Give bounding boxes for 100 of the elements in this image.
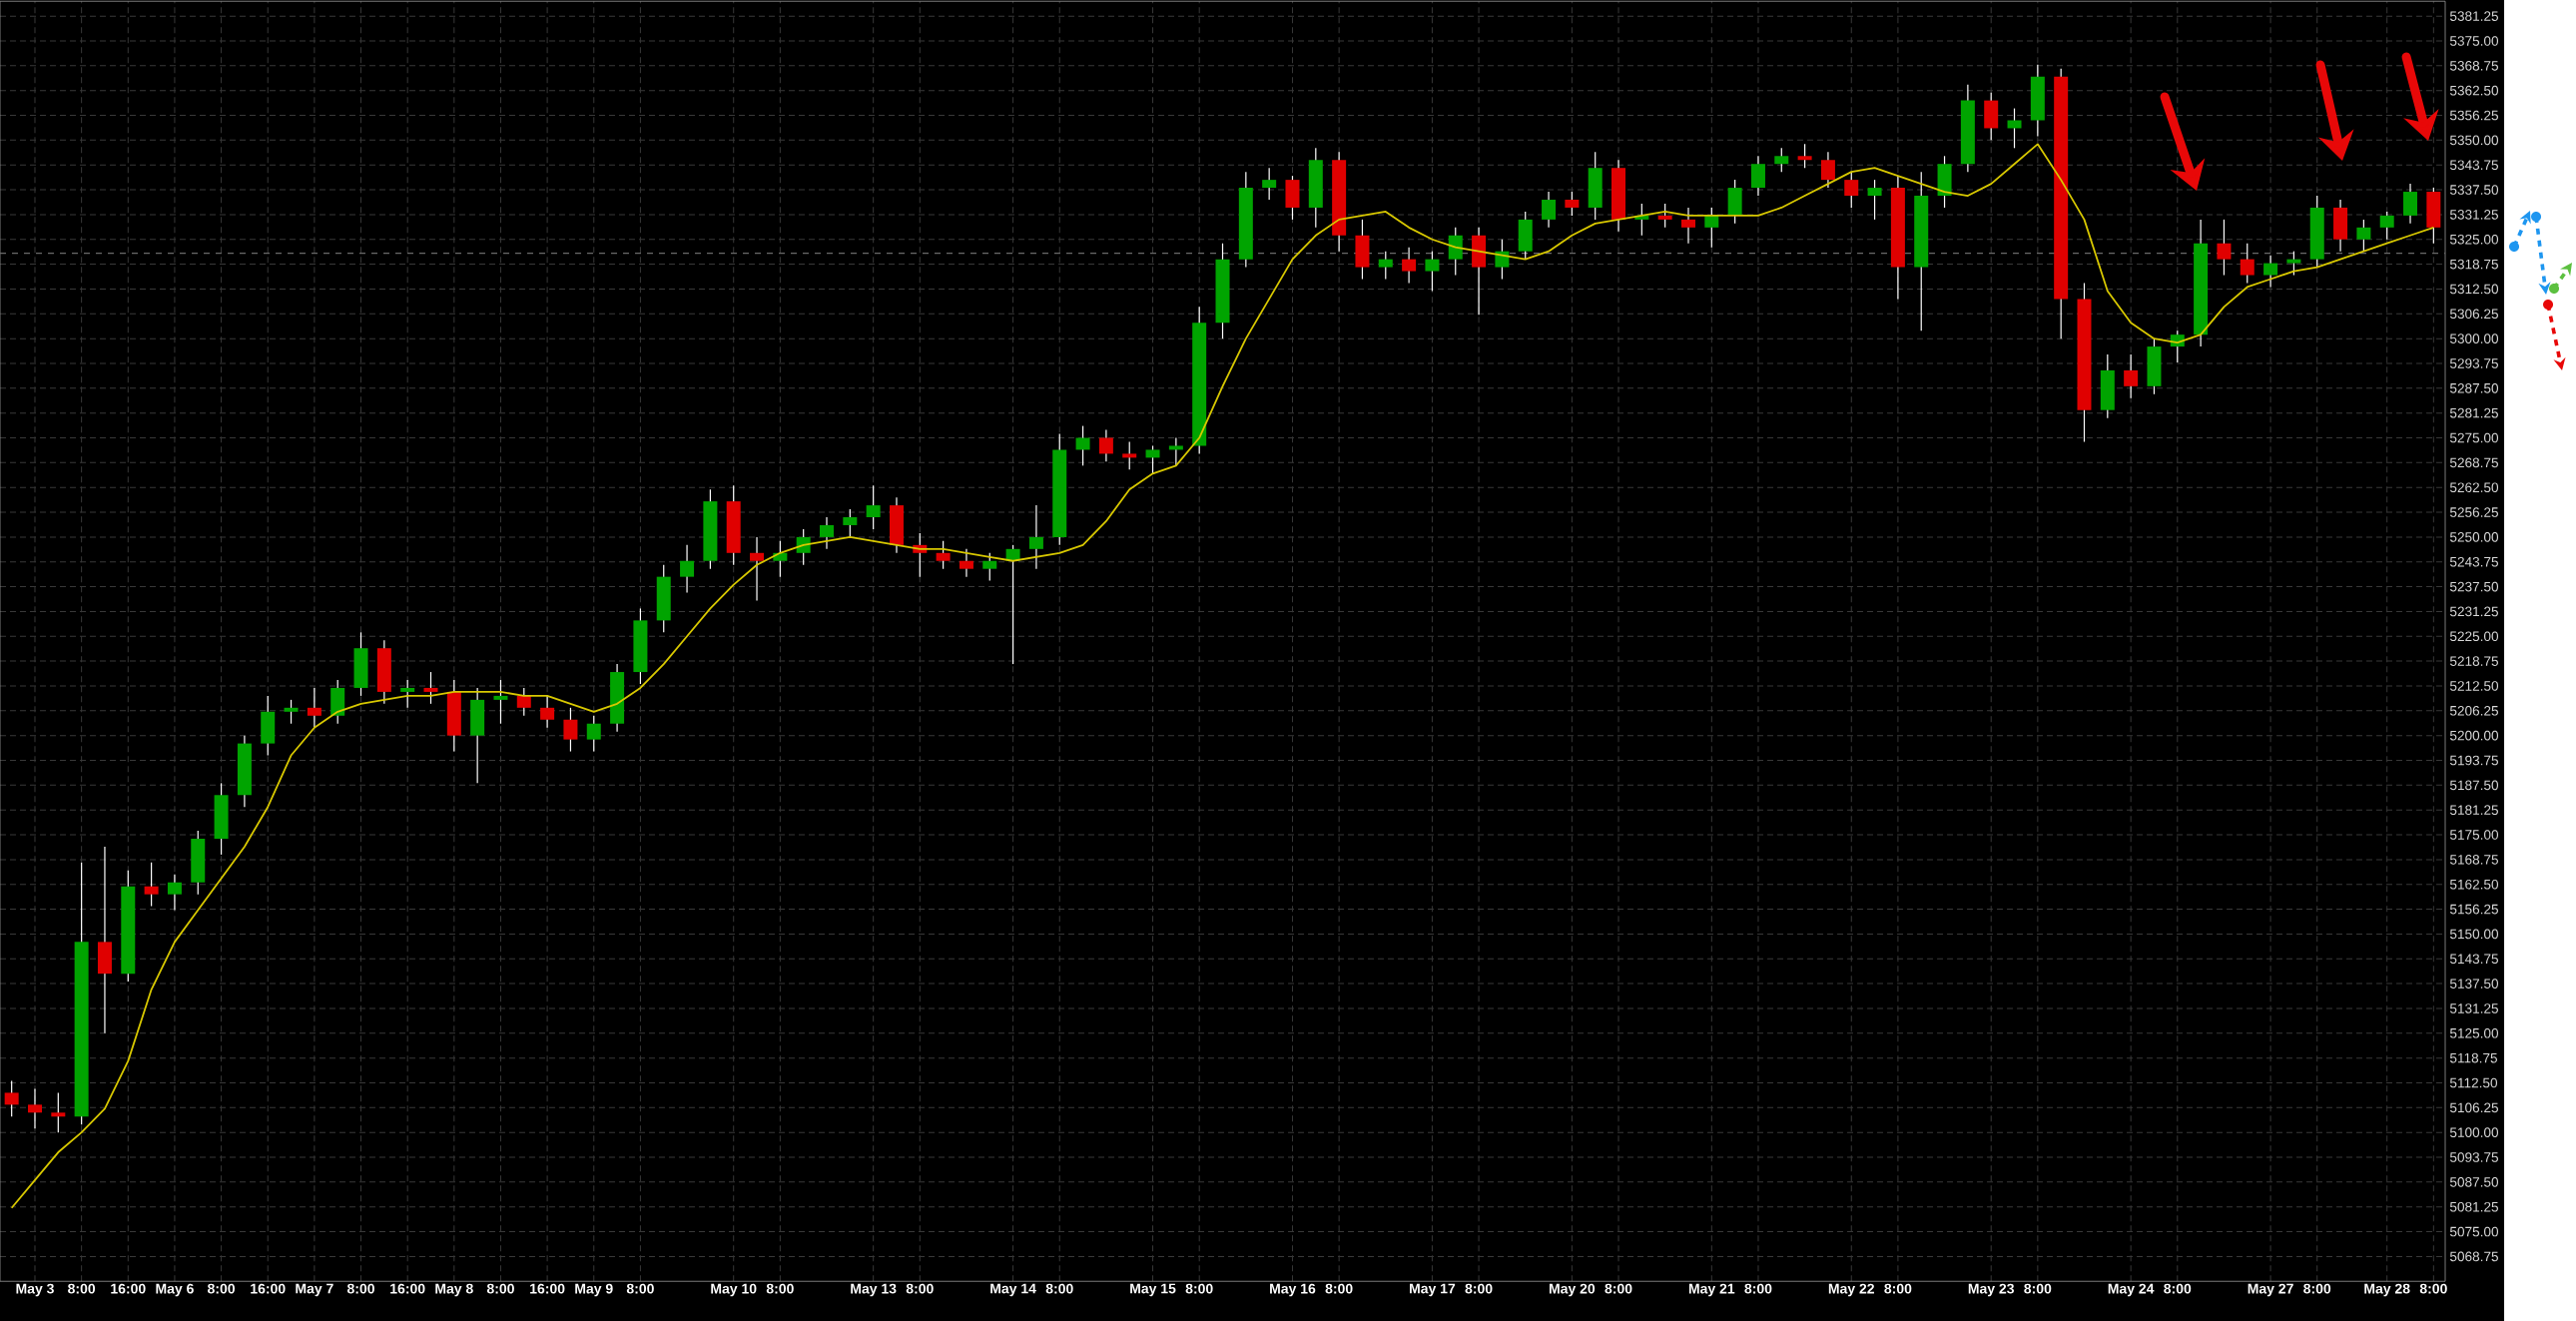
candlestick [493,679,508,725]
y-tick-label: 5262.50 [2449,482,2499,493]
y-tick-label: 5218.75 [2449,656,2498,666]
x-tick-label: May 27 [2248,1283,2293,1297]
candlestick [1098,428,1113,462]
candlestick [2403,183,2418,225]
x-tick-label: May 7 [296,1283,333,1297]
y-tick-label: 5118.75 [2449,1052,2497,1063]
x-tick-label: 8:00 [1465,1283,1493,1294]
x-tick-label: 8:00 [486,1283,514,1294]
candlestick [1680,207,1695,245]
candlestick [1657,203,1672,229]
candlestick [820,516,834,550]
y-tick-label: 5343.75 [2449,160,2498,171]
x-tick-label: May 9 [575,1283,613,1297]
y-tick-label: 5231.25 [2449,606,2498,617]
x-tick-label: May 16 [1270,1283,1316,1297]
x-tick-label: May 21 [1688,1283,1735,1297]
x-tick-label: May 22 [1828,1283,1875,1297]
y-tick-label: 5112.50 [2449,1077,2498,1088]
candlestick [563,707,578,753]
candlestick [400,679,415,709]
x-tick-label: 8:00 [906,1283,934,1294]
x-tick-label: 8:00 [766,1283,794,1294]
candlestick [167,874,182,912]
y-tick-label: 5175.00 [2449,830,2499,840]
y-tick-label: 5362.50 [2449,85,2499,96]
candlestick [51,1091,66,1133]
x-tick-label: May 28 [2364,1283,2410,1297]
candlestick [1425,251,1440,293]
x-tick-label: May 24 [2108,1283,2155,1297]
y-tick-label: 5337.50 [2449,185,2499,195]
candlestick [843,508,858,538]
y-tick-label: 5075.00 [2449,1226,2499,1237]
y-tick-label: 5250.00 [2449,532,2499,542]
x-tick-label: 16:00 [390,1283,425,1294]
candlestick [2356,219,2371,253]
y-tick-label: 5225.00 [2449,631,2499,642]
candlestick [1867,179,1882,221]
y-tick-label: 5150.00 [2449,929,2499,940]
candlestick [2217,219,2232,277]
candlestick [27,1087,42,1129]
x-tick-label: 8:00 [2024,1283,2052,1294]
y-tick-label: 5162.50 [2449,879,2499,890]
candlestick [1402,247,1417,285]
y-tick-label: 5237.50 [2449,581,2499,592]
y-tick-label: 5268.75 [2449,457,2498,468]
y-tick-label: 5331.25 [2449,210,2498,220]
y-tick-label: 5306.25 [2449,309,2498,320]
y-tick-label: 5193.75 [2449,755,2498,766]
x-tick-label: 16:00 [111,1283,146,1294]
candlestick [1542,191,1557,229]
x-tick-label: May 6 [156,1283,194,1297]
candlestick [1704,207,1719,249]
y-tick-label: 5137.50 [2449,979,2499,989]
candlestick [284,699,299,725]
x-tick-label: 8:00 [346,1283,374,1294]
candlestick [1378,251,1393,281]
y-tick-label: 5081.25 [2449,1201,2498,1212]
candlestick [1145,444,1160,474]
candlestick [1122,440,1137,470]
x-tick-label: 8:00 [1605,1283,1632,1294]
y-tick-label: 5156.25 [2449,904,2498,915]
candlestick [1750,155,1765,197]
candlestick [586,715,601,753]
y-tick-label: 5318.75 [2449,259,2498,270]
y-tick-label: 5143.75 [2449,954,2498,965]
candlestick [2007,107,2022,149]
x-tick-label: 8:00 [208,1283,236,1294]
candlestick [2124,353,2139,399]
x-tick-label: 8:00 [1045,1283,1073,1294]
candlestick [2286,251,2301,277]
candlestick [2263,255,2278,289]
candlestick [1168,436,1183,466]
candlestick [2379,211,2394,241]
y-tick-label: 5212.50 [2449,681,2499,691]
x-tick-label: May 15 [1130,1283,1176,1297]
x-tick-label: May 23 [1968,1283,2015,1297]
y-tick-label: 5100.00 [2449,1127,2499,1137]
y-tick-label: 5200.00 [2449,730,2499,741]
x-tick-label: 8:00 [2303,1283,2331,1294]
candlestick [4,1079,19,1117]
x-tick-label: May 3 [16,1283,54,1297]
candlestick [680,544,695,594]
candlestick [307,687,322,729]
x-tick-label: 8:00 [2419,1283,2447,1294]
y-tick-label: 5106.25 [2449,1102,2498,1113]
candlestick [1262,167,1277,201]
candlestick [1565,191,1580,217]
candlestick [2240,243,2254,285]
y-tick-label: 5325.00 [2449,234,2499,245]
candlestick [1797,143,1812,169]
y-tick-label: 5068.75 [2449,1251,2498,1262]
candlestick [866,484,881,530]
candlestick [516,687,531,717]
x-tick-label: 8:00 [1884,1283,1912,1294]
candlestick [540,695,555,729]
y-tick-label: 5275.00 [2449,432,2499,443]
y-tick-label: 5187.50 [2449,780,2499,791]
y-tick-label: 5093.75 [2449,1152,2498,1162]
